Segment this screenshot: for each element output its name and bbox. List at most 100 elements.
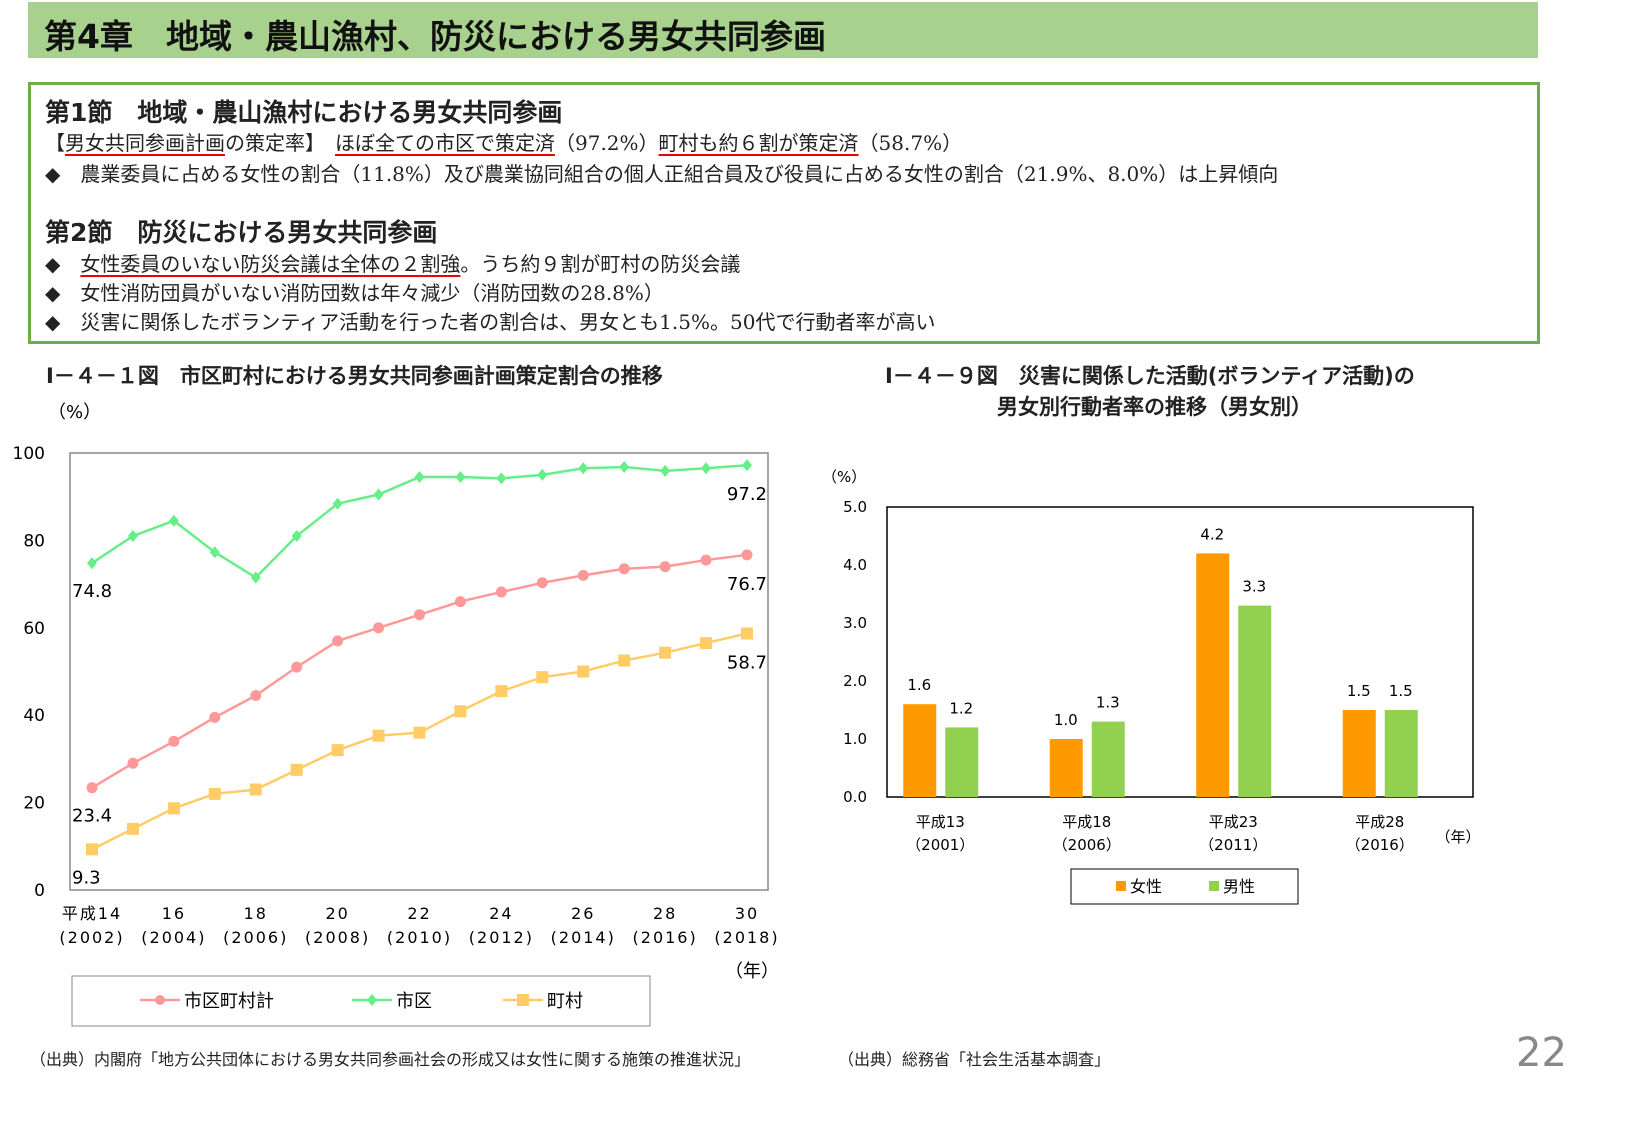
data-label: 1.6 xyxy=(907,676,931,694)
x-tick-label: (2004) xyxy=(141,928,206,947)
data-point xyxy=(168,514,179,527)
t: ほぼ全ての市区で策定済 xyxy=(335,131,555,155)
legend-label: 女性 xyxy=(1130,877,1162,896)
x-tick-label: 平成14 xyxy=(62,904,122,923)
data-point xyxy=(700,554,712,566)
section2-bullet-2: ◆ 女性消防団員がいない消防団数は年々減少（消防団数の28.8%） xyxy=(45,281,664,305)
x-tick-label: (2008) xyxy=(305,928,370,947)
legend-swatch xyxy=(1116,881,1126,891)
x-tick-label: 22 xyxy=(407,904,431,923)
data-label: 1.2 xyxy=(949,699,973,717)
data-point xyxy=(373,622,385,634)
x-tick-label: (2002) xyxy=(59,928,124,947)
t: 。うち約９割が町村の防災会議 xyxy=(460,252,741,276)
x-axis-unit: （年） xyxy=(725,961,779,982)
y-tick-label: 40 xyxy=(23,706,45,726)
y-tick-label: 4.0 xyxy=(843,556,867,574)
x-tick-label: 平成18 xyxy=(1062,813,1111,831)
data-point xyxy=(701,462,712,475)
data-point xyxy=(86,843,98,856)
page-number: 22 xyxy=(1516,1030,1567,1076)
y-tick-label: 20 xyxy=(23,794,45,814)
data-point xyxy=(331,744,344,757)
section1-line1: 【男女共同参画計画の策定率】 ほぼ全ての市区で策定済（97.2%）町村も約６割が… xyxy=(45,127,962,156)
legend-marker xyxy=(367,994,377,1006)
data-point xyxy=(455,471,466,484)
section1-title: 第1節 地域・農山漁村における男女共同参画 xyxy=(45,98,563,127)
data-point xyxy=(619,460,630,473)
bar-男性 xyxy=(1238,605,1272,797)
y-tick-label: 0.0 xyxy=(843,788,867,806)
x-axis-unit: （年） xyxy=(1435,828,1480,846)
x-tick-label: 平成28 xyxy=(1355,813,1404,831)
bar-女性 xyxy=(1342,710,1376,797)
data-point xyxy=(291,530,302,543)
data-point xyxy=(495,586,507,598)
data-point xyxy=(537,468,548,481)
data-point xyxy=(741,549,753,561)
data-point xyxy=(578,462,589,475)
data-point xyxy=(660,464,671,477)
data-label: 1.3 xyxy=(1096,694,1120,712)
data-point xyxy=(290,763,303,776)
t: （58.7%） xyxy=(858,131,963,155)
data-label: 4.2 xyxy=(1200,525,1224,543)
legend xyxy=(1070,868,1299,905)
bar-女性 xyxy=(1196,553,1230,797)
plot-area xyxy=(886,506,1474,798)
x-tick-label: (2018) xyxy=(714,928,779,947)
data-point xyxy=(127,757,139,769)
data-point xyxy=(127,530,138,543)
data-point xyxy=(536,577,548,589)
y-tick-label: 2.0 xyxy=(843,672,867,690)
data-point xyxy=(249,783,262,796)
series-line-2 xyxy=(91,632,748,851)
data-label: 23.4 xyxy=(72,806,112,827)
data-point xyxy=(332,635,344,647)
data-label: 1.5 xyxy=(1347,682,1371,700)
bar-chart-title: Ⅰ－４－９図 災害に関係した活動(ボランティア活動)の xyxy=(885,364,1415,388)
data-point xyxy=(536,671,549,684)
y-axis-unit: （%） xyxy=(48,402,101,423)
data-point xyxy=(87,557,97,570)
legend-marker xyxy=(155,995,165,1005)
x-tick-label: (2016) xyxy=(633,928,698,947)
data-point xyxy=(495,685,508,698)
data-point xyxy=(209,711,221,723)
data-point xyxy=(86,782,98,794)
bar-chart-source: （出典）総務省「社会生活基本調査」 xyxy=(838,1050,1111,1069)
t: 男女共同参画計画 xyxy=(65,131,225,155)
x-tick-label: 20 xyxy=(325,904,349,923)
data-point xyxy=(332,497,343,510)
bar-男性 xyxy=(1091,721,1125,797)
y-tick-label: 80 xyxy=(23,531,45,551)
section2-bullet-1: ◆ 女性委員のいない防災会議は全体の２割強。うち約９割が町村の防災会議 xyxy=(45,248,740,277)
chapter-header: 第4章 地域・農山漁村、防災における男女共同参画 xyxy=(28,2,1538,58)
data-point xyxy=(126,822,139,835)
bar-男性 xyxy=(945,727,979,797)
x-tick-label: 16 xyxy=(162,904,186,923)
t: の策定率】 xyxy=(225,131,335,155)
y-tick-label: 1.0 xyxy=(843,730,867,748)
legend-label: 市区 xyxy=(396,991,432,1012)
data-point xyxy=(496,472,507,485)
bar-chart: （%） 0.0 1.0 2.0 3.0 4.0 5.0 平成13 （2001） 1.6 1.2 平成1… xyxy=(822,468,1481,905)
data-point xyxy=(577,569,589,581)
data-point xyxy=(372,729,385,742)
section2-title: 第2節 防災における男女共同参画 xyxy=(45,218,438,247)
x-tick-label: （2001） xyxy=(906,836,974,854)
data-point xyxy=(741,627,753,640)
data-point xyxy=(373,488,384,501)
x-tick-label: （2016） xyxy=(1346,836,1414,854)
y-tick-label: 60 xyxy=(23,619,45,639)
data-point xyxy=(454,705,467,718)
bar-女性 xyxy=(903,704,937,797)
data-point xyxy=(659,646,672,659)
data-point xyxy=(454,596,466,608)
data-label: 76.7 xyxy=(727,574,767,595)
x-tick-label: 18 xyxy=(244,904,268,923)
x-tick-label: 28 xyxy=(653,904,677,923)
y-tick-label: 0 xyxy=(34,881,45,901)
series-line-0 xyxy=(91,553,748,789)
legend-marker xyxy=(517,994,529,1006)
